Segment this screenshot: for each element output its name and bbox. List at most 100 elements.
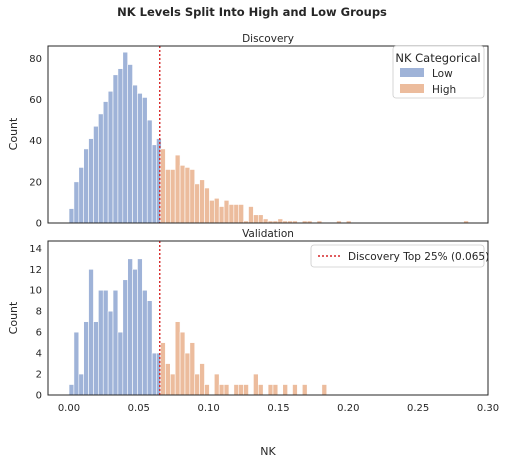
x-tick-label: 0.25 — [407, 403, 429, 414]
validation-bar-high — [223, 384, 230, 396]
discovery-bar-high — [189, 169, 196, 224]
validation-bar-high — [194, 373, 200, 396]
discovery-bar-high — [204, 187, 210, 224]
validation-bar-high — [174, 321, 181, 396]
validation-bar-low — [122, 279, 128, 396]
validation-bar-low — [93, 321, 99, 396]
validation-bar-low — [102, 289, 109, 396]
discovery-bar-high — [233, 204, 240, 224]
discovery-bar-high — [174, 154, 181, 224]
discovery-bar-high — [213, 198, 220, 224]
validation-bar-high — [321, 384, 328, 396]
legend-label-high: High — [432, 84, 456, 96]
discovery-bar-high — [238, 204, 244, 224]
discovery-bar-low — [73, 181, 80, 224]
discovery-bar-low — [107, 90, 114, 224]
discovery-bar-low — [102, 101, 109, 224]
validation-bar-high — [292, 384, 298, 396]
y-tick-label: 20 — [29, 177, 42, 188]
y-tick-label: 0 — [36, 219, 42, 230]
discovery-bar-low — [88, 138, 94, 224]
y-tick-label: 2 — [36, 370, 42, 381]
discovery-bar-low — [83, 148, 89, 224]
discovery-bar-high — [199, 179, 205, 224]
discovery-legend: NK Categorical Low High — [392, 45, 485, 99]
discovery-bar-high — [179, 165, 186, 224]
validation-bar-high — [204, 384, 210, 396]
x-tick-label: 0.05 — [128, 403, 150, 414]
legend-title: NK Categorical — [395, 51, 480, 65]
discovery-y-ticks: 0 20 40 60 80 — [29, 54, 42, 230]
legend-swatch-low — [400, 68, 424, 77]
validation-bar-high — [169, 373, 176, 396]
validation-bar-high — [257, 384, 264, 396]
y-tick-label: 8 — [36, 307, 42, 318]
validation-bar-low — [68, 384, 75, 396]
validation-bar-high — [233, 384, 240, 396]
discovery-bar-low — [122, 51, 128, 224]
validation-bar-high — [272, 384, 279, 396]
validation-axes-frame — [47, 240, 489, 396]
discovery-bar-high — [277, 218, 284, 224]
y-tick-label: 10 — [29, 286, 42, 297]
validation-bar-low — [127, 258, 133, 396]
x-tick-label: 0.10 — [197, 403, 219, 414]
x-tick-label: 0.00 — [58, 403, 80, 414]
y-tick-label: 14 — [29, 244, 42, 255]
validation-y-axis-label: Count — [7, 301, 20, 334]
discovery-bar-low — [117, 68, 124, 224]
discovery-bar-high — [248, 206, 254, 224]
y-tick-label: 0 — [36, 391, 42, 402]
y-tick-label: 4 — [36, 349, 42, 360]
discovery-bar-high — [253, 214, 259, 224]
validation-legend: Discovery Top 25% (0.065) — [310, 244, 489, 268]
discovery-bar-high — [262, 218, 269, 224]
validation-bar-low — [98, 289, 104, 396]
validation-bar-high — [282, 384, 288, 396]
discovery-bar-high — [223, 200, 230, 224]
validation-bar-high — [184, 352, 191, 396]
discovery-bar-high — [218, 206, 225, 224]
validation-bar-low — [88, 268, 94, 396]
discovery-bar-high — [228, 204, 235, 224]
validation-bar-low — [137, 258, 143, 396]
discovery-bar-low — [68, 208, 75, 224]
discovery-bar-low — [78, 167, 84, 224]
validation-bar-low — [112, 289, 119, 396]
validation-bar-low — [146, 300, 153, 396]
discovery-bar-high — [194, 183, 200, 224]
discovery-bar-high — [209, 200, 215, 224]
validation-bar-high — [189, 342, 196, 396]
x-tick-label: 0.20 — [337, 403, 359, 414]
validation-bar-high — [267, 384, 274, 396]
discovery-bar-low — [137, 93, 143, 224]
discovery-y-axis-label: Count — [7, 117, 20, 150]
discovery-bar-high — [160, 148, 166, 224]
x-tick-label: 0.15 — [267, 403, 289, 414]
y-tick-label: 6 — [36, 328, 42, 339]
validation-y-ticks: 0 2 4 6 8 10 12 14 — [29, 244, 42, 402]
validation-bar-high — [253, 373, 259, 396]
discovery-bar-high — [165, 169, 171, 224]
validation-bar-high — [301, 384, 308, 396]
x-tick-label: 0.30 — [477, 403, 499, 414]
discovery-bar-low — [112, 74, 119, 224]
y-tick-label: 60 — [29, 95, 42, 106]
validation-panel-title: Validation — [242, 228, 294, 240]
validation-bar-low — [132, 268, 138, 396]
discovery-bar-high — [184, 167, 191, 224]
validation-bar-high — [238, 384, 244, 396]
discovery-bar-high — [169, 169, 176, 224]
validation-bar-high — [179, 331, 186, 396]
validation-x-axis-label: NK — [260, 445, 276, 458]
validation-bar-low — [142, 289, 148, 396]
validation-bar-low — [83, 321, 89, 396]
validation-bar-low — [107, 310, 114, 396]
validation-bar-high — [165, 363, 171, 396]
discovery-bar-low — [98, 113, 104, 224]
validation-bar-high — [199, 363, 205, 396]
y-tick-label: 80 — [29, 54, 42, 65]
discovery-bar-high — [257, 214, 264, 224]
discovery-bar-low — [142, 97, 148, 224]
